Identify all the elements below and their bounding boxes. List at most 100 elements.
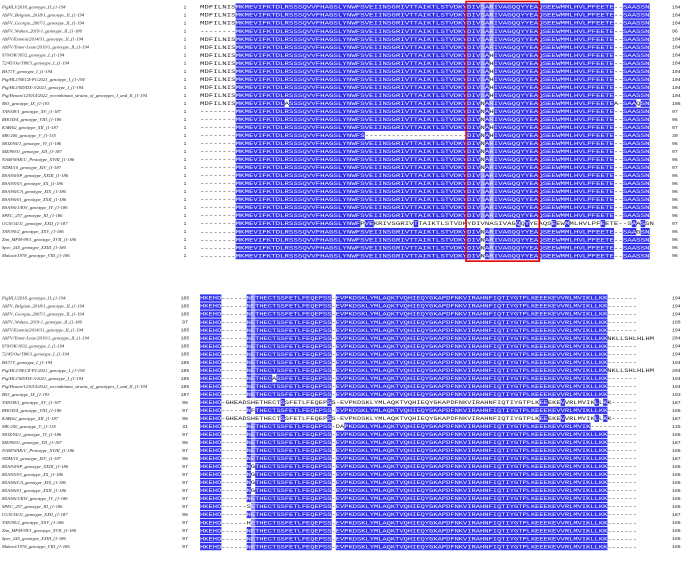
residue-cell: [378, 19, 383, 27]
block2-row: ASFV_Belgium_2018/1_genotype_II_(1-194 10…: [1, 302, 681, 310]
residue-cell: [382, 19, 388, 27]
residue-cell: [538, 35, 543, 43]
residue-cell: [235, 3, 241, 11]
residue-cell: [520, 43, 526, 51]
residue-cell: [386, 19, 392, 27]
residue-cell: [573, 51, 579, 59]
residue-cell: [337, 19, 343, 27]
block1-row: SPEC_257_genotype_III_(1-186 1 --------MKM…: [2, 211, 678, 219]
residue-cell: [404, 51, 410, 59]
residue-cell: [297, 83, 303, 91]
residue-cell: [320, 67, 325, 75]
residue-cell: [547, 35, 552, 43]
residue-cell: [556, 3, 561, 11]
residue-cell: [622, 43, 628, 51]
end-position: 104: [672, 37, 681, 43]
residue-cell: [382, 51, 388, 59]
residue-cell: [346, 35, 352, 43]
residue-cell: [271, 19, 276, 27]
block1-row: RSA/96/01_genotype_XXII_(1-186 1 --------M…: [1, 195, 678, 203]
residue-cell: [400, 51, 405, 59]
residue-cell: [391, 35, 396, 43]
residue-cell: [382, 75, 388, 83]
residue-cell: [449, 59, 454, 67]
end-position: 96: [672, 141, 678, 147]
block2-row: ASFV_Georgia_2007/1_genotype_II_(1-194 10…: [1, 310, 681, 318]
residue-cell: [480, 67, 486, 75]
sequence-residues: --------MKMEVIFKTDLRSSSQVVFHAGSLYNWFS---…: [200, 133, 650, 139]
sequence-name: ASFV_Wuhan_2019-1_genotype_II_(1-186: [1, 29, 83, 34]
block2-row: Pig/HLJ/SD/DX-3/2021_genotype_I_(1-194 10…: [1, 374, 681, 382]
sequence-name: BS3_genotype_IX_(1-193: [2, 392, 50, 397]
residue-cell: [360, 83, 365, 91]
sequence-name: ASFV_Georgia_2007/1_genotype_II_(1-194: [1, 312, 85, 317]
residue-cell: [636, 67, 641, 75]
residue-cell: [364, 83, 370, 91]
residue-cell: [542, 67, 548, 75]
residue-cell: [351, 83, 356, 91]
residue-cell: [453, 67, 459, 75]
residue-cell: [280, 51, 285, 59]
residue-cell: [329, 43, 334, 51]
residue-cell: [391, 43, 396, 51]
residue-cell: [547, 51, 552, 59]
end-position: 135: [672, 424, 681, 430]
sequence-name: Spec_245_genotype_XXIII_(1-186: [2, 245, 66, 250]
residue-cell: [427, 59, 432, 67]
residue-cell: [502, 83, 508, 91]
residue-cell: [418, 3, 423, 11]
residue-cell: [409, 59, 414, 67]
residue-cell: [600, 67, 606, 75]
residue-cell: [520, 59, 526, 67]
residue-cell: [369, 75, 374, 83]
residue-cell: [462, 27, 468, 35]
residue-cell: [342, 67, 348, 75]
sequence-residues: --------MKMEVIFKTDLRSSSQVVFHAGSLYNWFSVEI…: [200, 157, 650, 163]
residue-cell: [502, 27, 508, 35]
residue-cell: [360, 11, 365, 19]
residue-cell: [280, 75, 285, 83]
residue-cell: [284, 11, 290, 19]
residue-cell: [413, 11, 419, 19]
residue-cell: [627, 19, 632, 27]
residue-cell: [578, 59, 583, 67]
residue-cell: [240, 43, 245, 51]
residue-cell: [569, 83, 575, 91]
residue-cell: [471, 59, 477, 67]
residue-cell: [400, 83, 405, 91]
residue-cell: [542, 75, 548, 83]
sequence-name: RSA/96/1/KW_genotype_IV_(1-186: [1, 205, 68, 210]
residue-cell: [444, 43, 450, 51]
end-position: 96: [672, 181, 678, 187]
residue-cell: [346, 43, 352, 51]
start-position: 1: [184, 221, 187, 227]
residue-cell: [507, 75, 512, 83]
end-position: 186: [672, 472, 681, 478]
residue-cell: [484, 3, 490, 11]
residue-cell: [369, 3, 374, 11]
residue-cell: [244, 35, 250, 43]
sequence-residues: HKEHD------NETHECTSSFETLFEQEPSS-EVPKDSKL…: [200, 352, 637, 358]
start-position: 1: [184, 45, 187, 51]
residue-cell: [293, 43, 299, 51]
residue-cell: [297, 75, 303, 83]
residue-cell: [324, 75, 330, 83]
residue-cell: [315, 75, 321, 83]
start-position: 105: [181, 336, 190, 342]
residue-cell: [329, 83, 334, 91]
residue-cell: [516, 27, 521, 35]
residue-cell: [382, 83, 388, 91]
residue-cell: [502, 59, 508, 67]
residue-cell: [622, 75, 628, 83]
residue-cell: [333, 11, 339, 19]
end-position: 96: [672, 245, 678, 251]
start-position: 105: [181, 376, 190, 382]
residue-cell: [569, 27, 575, 35]
residue-cell: [458, 51, 463, 59]
end-position: 104: [672, 77, 681, 83]
residue-cell: [516, 3, 521, 11]
sequence-residues: --------MKMEVIFKTDLRSSSQVVFHAGSLYNWFSVEI…: [200, 189, 650, 195]
residue-cell: [395, 27, 401, 35]
residue-cell: [605, 3, 610, 11]
residue-cell: [422, 75, 428, 83]
